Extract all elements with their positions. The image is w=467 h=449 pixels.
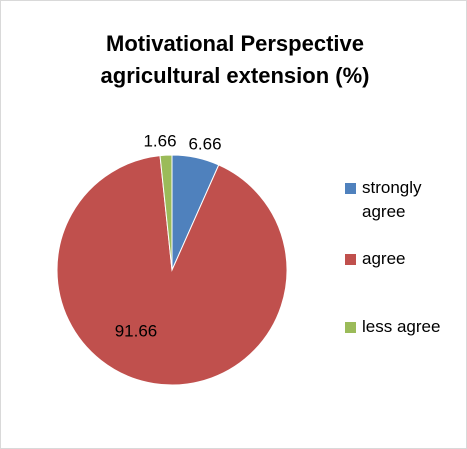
legend-entry: agree bbox=[345, 247, 462, 271]
legend-label: agree bbox=[362, 249, 406, 268]
chart-title: Motivational Perspective agricultural ex… bbox=[100, 31, 370, 88]
legend-label: strongly agree bbox=[362, 178, 422, 221]
legend-entry: less agree bbox=[345, 315, 462, 339]
legend-entry: strongly agree bbox=[345, 176, 462, 224]
data-label: 91.66 bbox=[115, 321, 158, 340]
legend-label: less agree bbox=[362, 317, 441, 336]
legend-swatch bbox=[345, 183, 356, 194]
legend-swatch bbox=[345, 254, 356, 265]
pie-slice bbox=[159, 154, 173, 271]
data-label: 6.66 bbox=[188, 134, 221, 153]
legend-swatch bbox=[345, 322, 356, 333]
data-label: 1.66 bbox=[143, 131, 176, 150]
pie-slice bbox=[56, 155, 288, 386]
